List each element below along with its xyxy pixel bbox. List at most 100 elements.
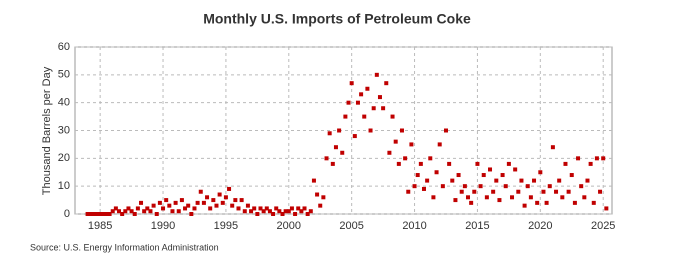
data-point bbox=[198, 189, 203, 194]
data-point bbox=[472, 189, 477, 194]
data-point bbox=[550, 145, 555, 150]
data-point bbox=[516, 189, 521, 194]
data-point bbox=[513, 167, 518, 172]
data-point bbox=[274, 206, 279, 211]
x-tick-label: 2005 bbox=[339, 220, 363, 232]
data-point bbox=[201, 200, 206, 205]
data-point bbox=[126, 206, 131, 211]
data-point bbox=[459, 189, 464, 194]
data-point bbox=[315, 192, 320, 197]
data-point bbox=[205, 195, 210, 200]
data-point bbox=[450, 178, 455, 183]
data-point bbox=[104, 212, 109, 216]
data-point bbox=[443, 128, 448, 133]
data-point bbox=[368, 128, 373, 133]
data-point bbox=[557, 178, 562, 183]
data-point bbox=[478, 184, 483, 189]
data-point bbox=[396, 161, 401, 166]
data-point bbox=[466, 195, 471, 200]
y-tick-label: 30 bbox=[58, 124, 70, 136]
data-point bbox=[85, 212, 90, 216]
data-point bbox=[239, 198, 244, 203]
data-point bbox=[469, 200, 474, 205]
data-point bbox=[355, 100, 360, 105]
data-point bbox=[437, 142, 442, 147]
data-point bbox=[462, 184, 467, 189]
data-point bbox=[343, 114, 348, 119]
data-point bbox=[249, 209, 254, 214]
data-point bbox=[135, 206, 140, 211]
data-point bbox=[418, 161, 423, 166]
data-point bbox=[293, 212, 298, 216]
data-point bbox=[390, 114, 395, 119]
data-point bbox=[538, 170, 543, 175]
data-point bbox=[434, 170, 439, 175]
data-point bbox=[522, 203, 527, 208]
data-point bbox=[510, 195, 515, 200]
data-point bbox=[195, 200, 200, 205]
data-point bbox=[189, 212, 194, 216]
data-point bbox=[475, 161, 480, 166]
y-tick-label: 50 bbox=[58, 69, 70, 81]
data-point bbox=[598, 189, 603, 194]
x-tick-label: 2025 bbox=[591, 220, 615, 232]
data-point bbox=[554, 189, 559, 194]
data-point bbox=[179, 198, 184, 203]
data-point bbox=[233, 198, 238, 203]
data-point bbox=[365, 86, 370, 91]
y-tick-label: 40 bbox=[58, 97, 70, 109]
data-point bbox=[214, 203, 219, 208]
data-point bbox=[387, 150, 392, 155]
data-point bbox=[484, 195, 489, 200]
data-point bbox=[519, 178, 524, 183]
data-point bbox=[154, 212, 159, 216]
data-point bbox=[311, 178, 316, 183]
data-point bbox=[192, 206, 197, 211]
data-point bbox=[120, 212, 125, 216]
x-tick-label: 1990 bbox=[151, 220, 175, 232]
data-point bbox=[170, 209, 175, 214]
data-point bbox=[299, 209, 304, 214]
data-point bbox=[409, 142, 414, 147]
data-point bbox=[399, 128, 404, 133]
data-point bbox=[497, 198, 502, 203]
data-point bbox=[371, 106, 376, 111]
data-point bbox=[277, 209, 282, 214]
data-point bbox=[258, 206, 263, 211]
data-point bbox=[113, 206, 118, 211]
data-point bbox=[186, 203, 191, 208]
data-point bbox=[447, 161, 452, 166]
data-point bbox=[569, 173, 574, 178]
data-point bbox=[129, 209, 134, 214]
source-note: Source: U.S. Energy Information Administ… bbox=[30, 242, 219, 252]
data-point bbox=[415, 173, 420, 178]
data-point bbox=[242, 209, 247, 214]
data-point bbox=[123, 209, 128, 214]
data-point bbox=[412, 184, 417, 189]
data-point bbox=[176, 209, 181, 214]
data-point bbox=[525, 184, 530, 189]
data-point bbox=[585, 178, 590, 183]
data-point bbox=[377, 95, 382, 100]
data-point bbox=[560, 195, 565, 200]
data-point bbox=[183, 206, 188, 211]
data-point bbox=[98, 212, 103, 216]
data-point bbox=[321, 195, 326, 200]
data-point bbox=[591, 200, 596, 205]
data-point bbox=[139, 200, 144, 205]
data-point bbox=[324, 156, 329, 161]
data-point bbox=[330, 161, 335, 166]
data-point bbox=[406, 189, 411, 194]
data-point bbox=[506, 161, 511, 166]
data-point bbox=[145, 206, 150, 211]
y-tick-label: 20 bbox=[58, 152, 70, 164]
x-tick-label: 1995 bbox=[214, 220, 238, 232]
data-point bbox=[572, 200, 577, 205]
data-point bbox=[227, 186, 232, 191]
data-point bbox=[211, 198, 216, 203]
data-point bbox=[403, 156, 408, 161]
data-point bbox=[362, 114, 367, 119]
data-point bbox=[421, 186, 426, 191]
data-point bbox=[337, 128, 342, 133]
